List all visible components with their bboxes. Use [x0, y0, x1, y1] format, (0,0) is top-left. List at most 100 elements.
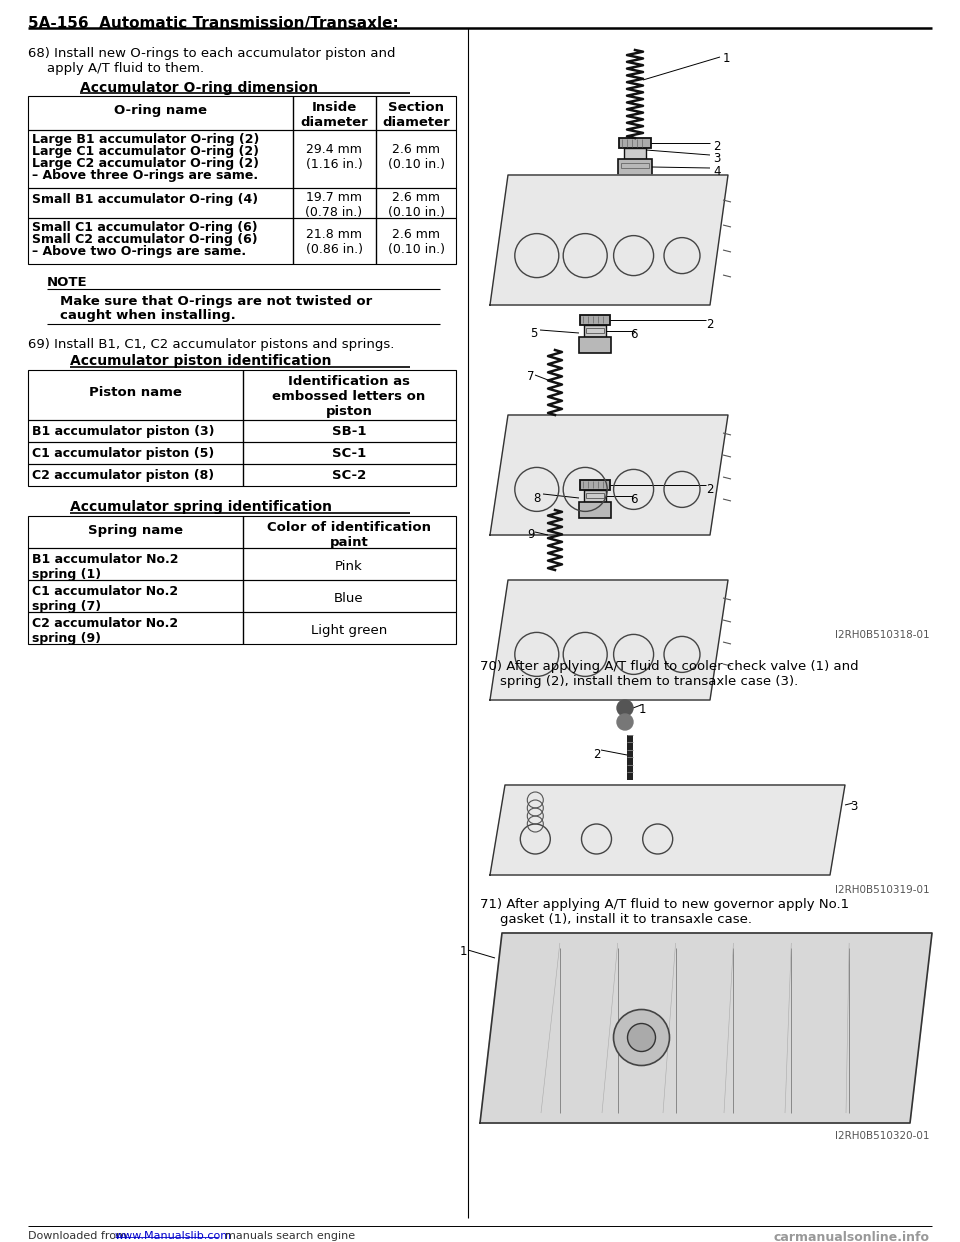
- Text: Pink: Pink: [335, 560, 363, 573]
- Bar: [580, 315, 610, 325]
- Text: NOTE: NOTE: [47, 276, 87, 289]
- Text: I2RH0B510318-01: I2RH0B510318-01: [835, 630, 930, 640]
- Text: 69) Install B1, C1, C2 accumulator pistons and springs.: 69) Install B1, C1, C2 accumulator pisto…: [28, 338, 395, 351]
- Text: 19.7 mm
(0.78 in.): 19.7 mm (0.78 in.): [305, 191, 363, 219]
- Polygon shape: [490, 580, 728, 700]
- Text: Light green: Light green: [311, 623, 387, 637]
- Text: Piston name: Piston name: [88, 386, 181, 399]
- Bar: [586, 328, 604, 333]
- Text: C2 accumulator No.2
spring (9): C2 accumulator No.2 spring (9): [32, 617, 179, 645]
- Text: Large B1 accumulator O-ring (2): Large B1 accumulator O-ring (2): [32, 133, 259, 147]
- Text: 5A-156  Automatic Transmission/Transaxle:: 5A-156 Automatic Transmission/Transaxle:: [28, 16, 398, 31]
- Text: carmanualsonline.info: carmanualsonline.info: [774, 1231, 930, 1242]
- Bar: [28, 515, 456, 548]
- Text: Accumulator O-ring dimension: Accumulator O-ring dimension: [80, 81, 318, 94]
- Text: SC-1: SC-1: [332, 447, 366, 460]
- Bar: [624, 148, 646, 159]
- Text: 7: 7: [527, 370, 535, 383]
- Polygon shape: [480, 933, 932, 1123]
- Polygon shape: [490, 415, 728, 535]
- Text: 2.6 mm
(0.10 in.): 2.6 mm (0.10 in.): [388, 191, 444, 219]
- Text: manuals search engine: manuals search engine: [218, 1231, 355, 1241]
- Text: 3: 3: [713, 152, 720, 165]
- Text: 9: 9: [527, 528, 535, 542]
- Polygon shape: [490, 785, 845, 876]
- Text: Downloaded from: Downloaded from: [28, 1231, 131, 1241]
- Text: B1 accumulator piston (3): B1 accumulator piston (3): [32, 425, 214, 438]
- Text: 6: 6: [630, 328, 637, 342]
- Bar: [28, 130, 456, 188]
- Bar: [584, 491, 606, 502]
- Bar: [28, 188, 456, 219]
- Bar: [580, 479, 610, 491]
- Text: 5: 5: [530, 327, 538, 340]
- Bar: [622, 708, 628, 722]
- Bar: [618, 159, 652, 178]
- Bar: [28, 442, 456, 465]
- Bar: [28, 548, 456, 580]
- Text: O-ring name: O-ring name: [113, 104, 206, 117]
- Circle shape: [617, 714, 633, 730]
- Text: Accumulator spring identification: Accumulator spring identification: [70, 501, 332, 514]
- Text: Small C2 accumulator O-ring (6): Small C2 accumulator O-ring (6): [32, 233, 257, 246]
- Text: B1 accumulator No.2
spring (1): B1 accumulator No.2 spring (1): [32, 553, 179, 581]
- Text: Inside
diameter: Inside diameter: [300, 101, 368, 129]
- Text: 8: 8: [533, 492, 540, 505]
- Text: 6: 6: [630, 493, 637, 505]
- Text: 68) Install new O-rings to each accumulator piston and: 68) Install new O-rings to each accumula…: [28, 47, 396, 60]
- Text: SC-2: SC-2: [332, 469, 366, 482]
- Bar: [28, 465, 456, 486]
- Text: 29.4 mm
(1.16 in.): 29.4 mm (1.16 in.): [305, 143, 362, 171]
- Text: Identification as
embossed letters on
piston: Identification as embossed letters on pi…: [273, 375, 425, 419]
- Text: Small C1 accumulator O-ring (6): Small C1 accumulator O-ring (6): [32, 221, 257, 233]
- Text: 4: 4: [713, 165, 721, 178]
- Text: 2.6 mm
(0.10 in.): 2.6 mm (0.10 in.): [388, 143, 444, 171]
- Text: 2: 2: [713, 140, 721, 153]
- Circle shape: [613, 1010, 669, 1066]
- Text: Accumulator piston identification: Accumulator piston identification: [70, 354, 331, 368]
- Bar: [28, 580, 456, 612]
- Text: C1 accumulator No.2
spring (7): C1 accumulator No.2 spring (7): [32, 585, 179, 614]
- Text: 1: 1: [723, 52, 731, 65]
- Bar: [619, 138, 651, 148]
- Bar: [28, 420, 456, 442]
- Text: Large C1 accumulator O-ring (2): Large C1 accumulator O-ring (2): [32, 145, 259, 158]
- Bar: [28, 612, 456, 645]
- Text: 2: 2: [706, 483, 713, 496]
- Text: 2: 2: [706, 318, 713, 332]
- Bar: [579, 337, 611, 353]
- Text: I2RH0B510320-01: I2RH0B510320-01: [835, 1131, 930, 1141]
- Text: 70) After applying A/T fluid to cooler check valve (1) and: 70) After applying A/T fluid to cooler c…: [480, 660, 858, 673]
- Text: C2 accumulator piston (8): C2 accumulator piston (8): [32, 469, 214, 482]
- Text: – Above three O-rings are same.: – Above three O-rings are same.: [32, 169, 258, 183]
- Text: C1 accumulator piston (5): C1 accumulator piston (5): [32, 447, 214, 460]
- Text: 1: 1: [639, 703, 646, 715]
- Text: – Above two O-rings are same.: – Above two O-rings are same.: [32, 245, 246, 258]
- Text: Section
diameter: Section diameter: [382, 101, 450, 129]
- Bar: [586, 493, 604, 498]
- Text: Small B1 accumulator O-ring (4): Small B1 accumulator O-ring (4): [32, 193, 258, 206]
- Text: caught when installing.: caught when installing.: [60, 309, 236, 322]
- Text: 1: 1: [460, 945, 468, 958]
- Bar: [28, 96, 456, 130]
- Bar: [584, 325, 606, 337]
- Text: 2: 2: [593, 748, 601, 761]
- Bar: [627, 735, 633, 780]
- Polygon shape: [490, 175, 728, 306]
- Text: Make sure that O-rings are not twisted or: Make sure that O-rings are not twisted o…: [60, 296, 372, 308]
- Bar: [621, 163, 649, 168]
- Circle shape: [617, 700, 633, 715]
- Text: 2.6 mm
(0.10 in.): 2.6 mm (0.10 in.): [388, 229, 444, 256]
- Text: SB-1: SB-1: [332, 425, 367, 438]
- Text: www.Manualslib.com: www.Manualslib.com: [115, 1231, 232, 1241]
- Text: gasket (1), install it to transaxle case.: gasket (1), install it to transaxle case…: [500, 913, 752, 927]
- Text: Spring name: Spring name: [87, 524, 182, 537]
- Text: 71) After applying A/T fluid to new governor apply No.1: 71) After applying A/T fluid to new gove…: [480, 898, 850, 910]
- Text: 21.8 mm
(0.86 in.): 21.8 mm (0.86 in.): [305, 229, 363, 256]
- Text: 3: 3: [850, 800, 857, 814]
- Text: I2RH0B510319-01: I2RH0B510319-01: [835, 886, 930, 895]
- Bar: [28, 219, 456, 265]
- Text: Color of identification
paint: Color of identification paint: [267, 520, 431, 549]
- Text: apply A/T fluid to them.: apply A/T fluid to them.: [47, 62, 204, 75]
- Text: spring (2), install them to transaxle case (3).: spring (2), install them to transaxle ca…: [500, 674, 799, 688]
